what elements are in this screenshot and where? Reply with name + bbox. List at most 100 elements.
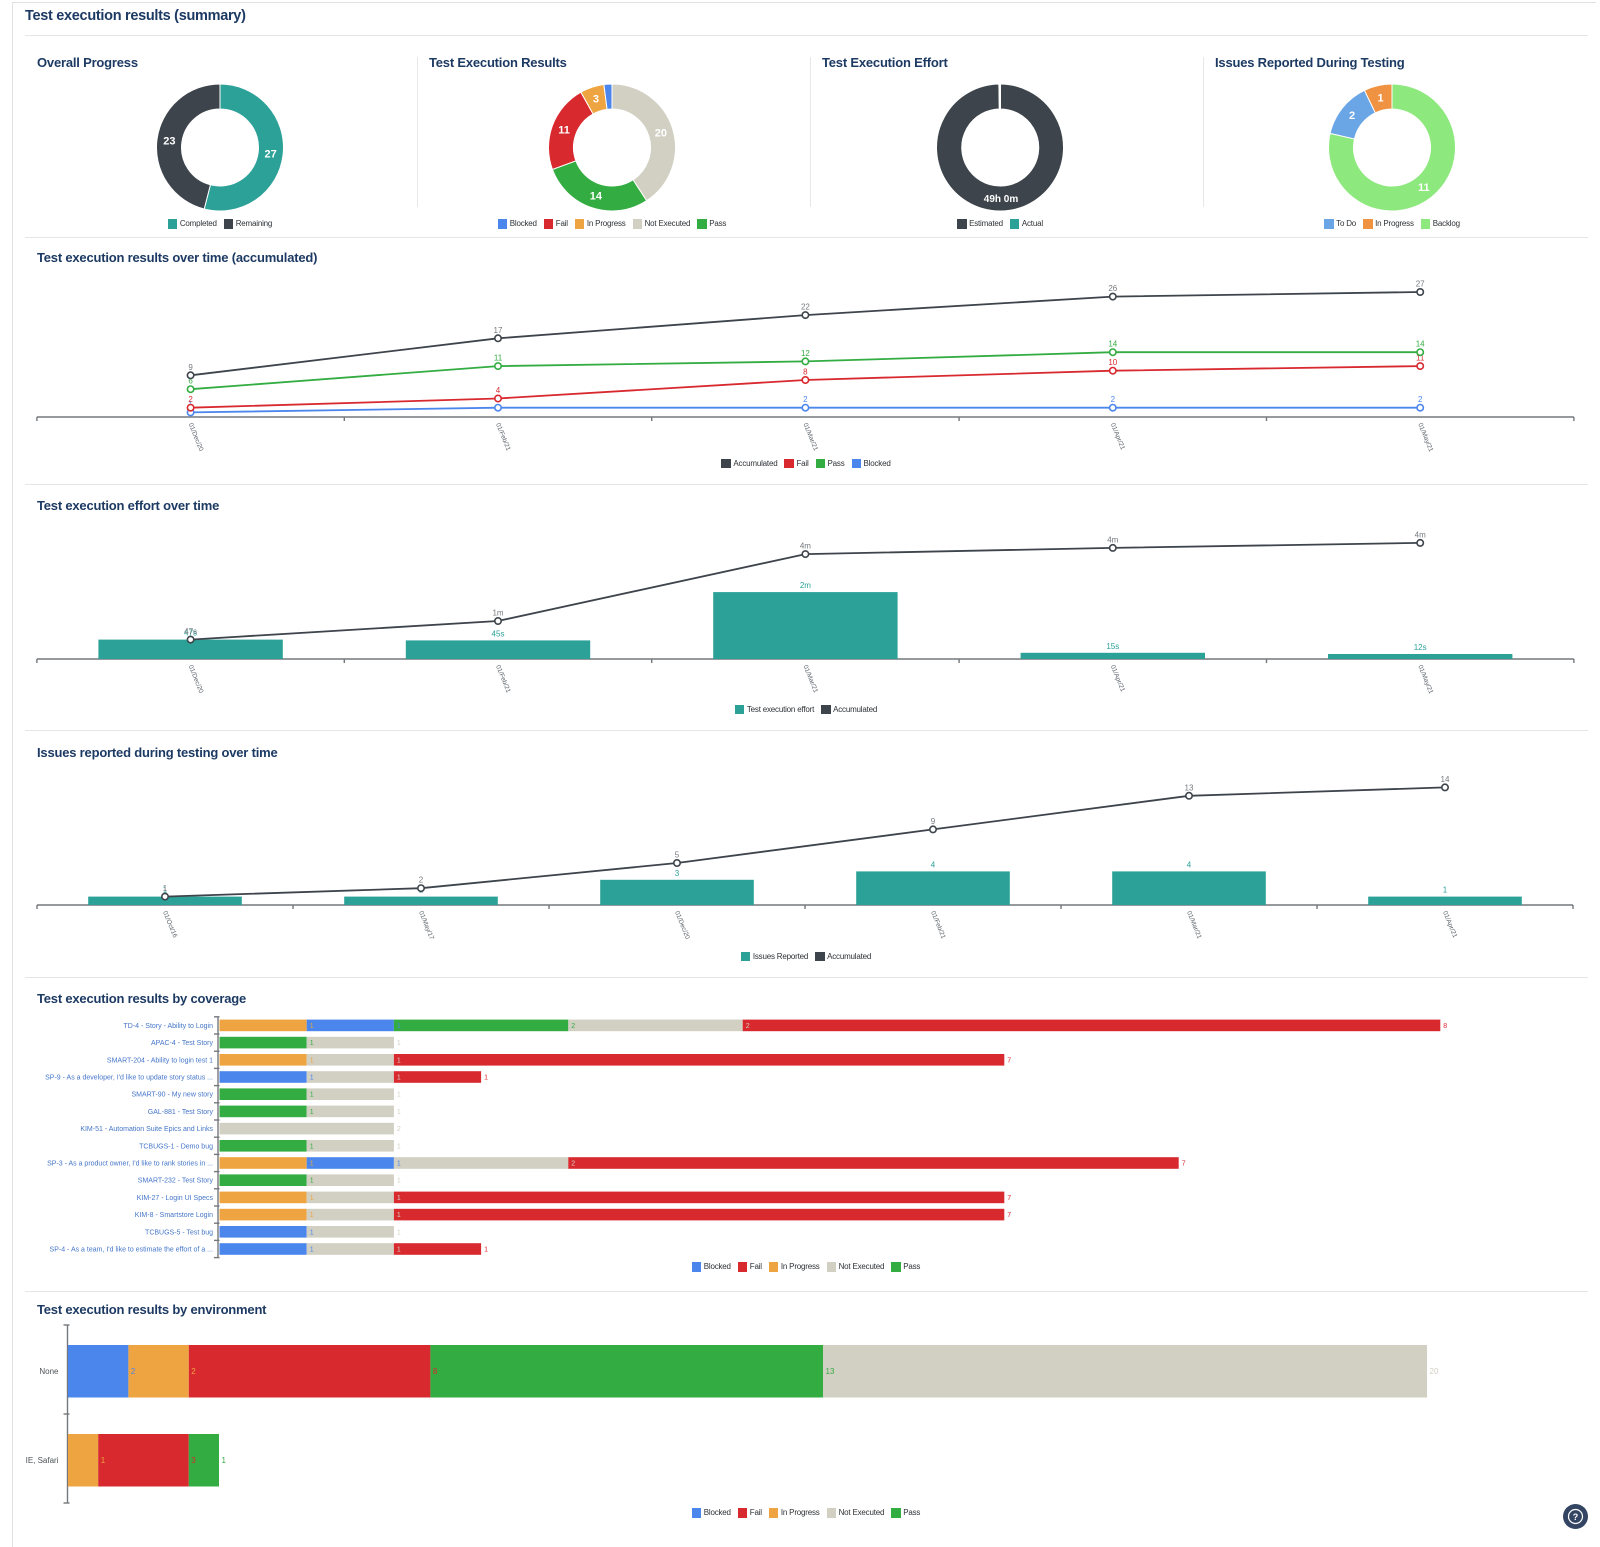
svg-text:1: 1 [163,886,168,895]
svg-text:7: 7 [1007,1057,1011,1064]
svg-text:7: 7 [1007,1195,1011,1202]
svg-text:45s: 45s [492,629,505,638]
svg-text:9: 9 [188,363,193,372]
svg-text:01/Mar/21: 01/Mar/21 [802,664,820,694]
svg-text:11: 11 [494,354,503,363]
svg-text:1: 1 [310,1057,314,1064]
svg-text:KIM-27 - Login UI Specs: KIM-27 - Login UI Specs [137,1195,214,1202]
svg-text:SP-4 - As a team, I'd like to: SP-4 - As a team, I'd like to estimate t… [50,1247,214,1254]
svg-text:01/Dec/20: 01/Dec/20 [187,664,205,694]
svg-text:1: 1 [310,1023,314,1030]
svg-text:2: 2 [191,1367,196,1376]
svg-text:01/Oct/16: 01/Oct/16 [161,910,178,939]
svg-text:3: 3 [593,94,599,106]
svg-text:8: 8 [803,368,808,377]
svg-text:1: 1 [163,884,168,893]
svg-text:23: 23 [163,136,175,148]
svg-text:1: 1 [1443,886,1448,895]
svg-text:11: 11 [558,124,570,136]
svg-text:7: 7 [1182,1161,1186,1168]
svg-text:TCBUGS-1 - Demo bug: TCBUGS-1 - Demo bug [139,1143,213,1150]
svg-text:01/Apr/21: 01/Apr/21 [1109,422,1126,451]
svg-text:1: 1 [310,1178,314,1185]
svg-text:4: 4 [1187,860,1192,869]
svg-text:14: 14 [1416,340,1425,349]
svg-text:1: 1 [397,1178,401,1185]
svg-text:1: 1 [310,1212,314,1219]
svg-text:1: 1 [101,1456,106,1465]
svg-text:20: 20 [1430,1367,1439,1376]
svg-text:2: 2 [131,1367,136,1376]
svg-text:01/May/17: 01/May/17 [417,910,435,941]
svg-text:1: 1 [222,1456,227,1465]
svg-text:5: 5 [675,851,680,860]
svg-text:01/Apr/21: 01/Apr/21 [1109,664,1126,693]
svg-text:SMART-90 - My new story: SMART-90 - My new story [131,1092,213,1099]
svg-text:1: 1 [397,1023,401,1030]
svg-text:1: 1 [310,1109,314,1116]
svg-text:TCBUGS-5 - Test bug: TCBUGS-5 - Test bug [145,1229,213,1236]
svg-text:SMART-204 - Ability to login t: SMART-204 - Ability to login test 1 [107,1057,213,1064]
svg-text:01/Feb/21: 01/Feb/21 [929,910,947,940]
svg-text:1: 1 [397,1057,401,1064]
svg-text:4: 4 [931,860,936,869]
svg-text:22: 22 [801,303,810,312]
svg-text:1m: 1m [492,609,503,618]
svg-text:1: 1 [310,1229,314,1236]
svg-text:3: 3 [191,1456,196,1465]
svg-text:IE, Safari: IE, Safari [26,1456,59,1465]
svg-text:1: 1 [310,1161,314,1168]
svg-text:2: 2 [1111,395,1116,404]
svg-text:2m: 2m [800,581,811,590]
svg-text:14: 14 [590,190,603,202]
svg-text:SP-9 - As a developer, I'd lik: SP-9 - As a developer, I'd like to updat… [45,1075,213,1082]
svg-text:2: 2 [188,395,193,404]
svg-text:8: 8 [433,1367,438,1376]
svg-text:1: 1 [310,1247,314,1254]
svg-text:27: 27 [264,148,276,160]
svg-text:14: 14 [1441,775,1450,784]
svg-text:6: 6 [188,377,193,386]
svg-text:1: 1 [397,1212,401,1219]
svg-text:1: 1 [397,1143,401,1150]
svg-text:2: 2 [746,1023,750,1030]
svg-text:12s: 12s [1414,643,1427,652]
svg-text:49h 0m: 49h 0m [984,194,1019,205]
svg-text:1: 1 [310,1075,314,1082]
svg-text:17: 17 [494,326,503,335]
svg-text:4: 4 [496,386,501,395]
svg-text:01/Mar/21: 01/Mar/21 [1185,910,1203,940]
svg-text:APAC-4 - Test Story: APAC-4 - Test Story [151,1040,213,1047]
svg-text:01/Apr/21: 01/Apr/21 [1441,910,1458,939]
svg-text:1: 1 [397,1229,401,1236]
svg-text:1: 1 [310,1040,314,1047]
svg-text:2: 2 [571,1023,575,1030]
svg-text:01/May/21: 01/May/21 [1416,422,1434,453]
svg-text:15s: 15s [1106,642,1119,651]
svg-text:01/Feb/21: 01/Feb/21 [494,664,512,694]
svg-text:KIM-8 - Smartstore Login: KIM-8 - Smartstore Login [135,1212,213,1219]
svg-text:13: 13 [1185,783,1194,792]
svg-text:13: 13 [826,1367,835,1376]
svg-text:2: 2 [1349,110,1355,122]
svg-text:4m: 4m [1415,530,1426,539]
svg-text:1: 1 [397,1195,401,1202]
svg-text:01/Dec/20: 01/Dec/20 [187,422,205,452]
svg-text:2: 2 [419,876,424,885]
svg-text:2: 2 [397,1126,401,1133]
svg-text:KIM-51 - Automation Suite Epic: KIM-51 - Automation Suite Epics and Link… [80,1126,213,1133]
svg-text:12: 12 [801,349,810,358]
svg-text:TD-4 - Story - Ability to Logi: TD-4 - Story - Ability to Login [124,1023,214,1030]
svg-text:3: 3 [675,869,680,878]
svg-text:27: 27 [1416,280,1425,289]
svg-text:1: 1 [397,1040,401,1047]
svg-text:SP-3 - As a product owner, I'd: SP-3 - As a product owner, I'd like to r… [47,1161,213,1168]
svg-text:GAL-881 - Test Story: GAL-881 - Test Story [148,1109,214,1116]
svg-text:1: 1 [397,1161,401,1168]
svg-text:01/May/21: 01/May/21 [1416,664,1434,695]
svg-text:?: ? [1573,1512,1579,1522]
svg-text:14: 14 [1108,340,1117,349]
svg-text:10: 10 [1108,358,1117,367]
svg-text:2: 2 [1418,395,1423,404]
svg-text:4m: 4m [800,542,811,551]
